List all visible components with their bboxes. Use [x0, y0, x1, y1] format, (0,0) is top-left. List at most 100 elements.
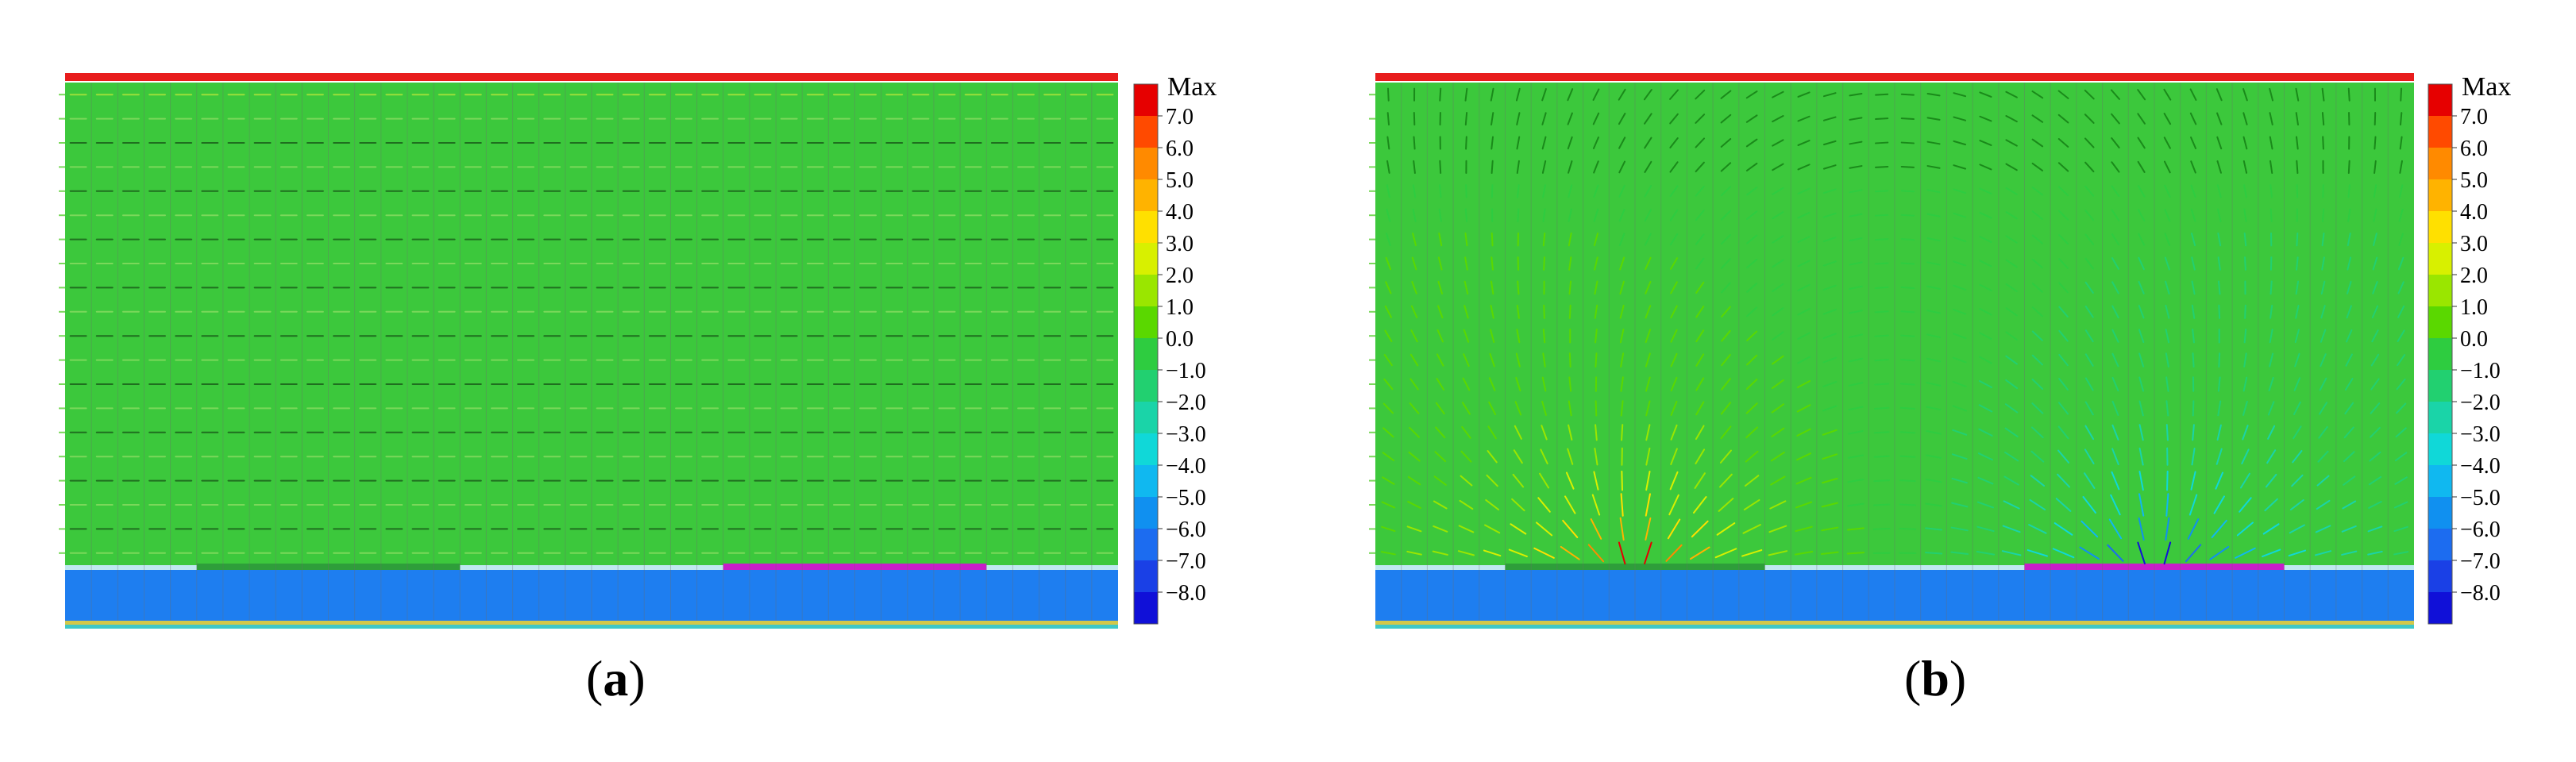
field-vector — [2188, 494, 2198, 516]
field-vector — [1900, 334, 1915, 337]
colorbar-band — [1134, 211, 1158, 244]
field-vector — [1463, 329, 1470, 343]
field-vector — [2082, 496, 2097, 514]
field-vector — [2343, 426, 2354, 439]
field-vector — [2344, 402, 2354, 415]
field-vector — [1386, 208, 1391, 222]
field-vector — [1822, 188, 1837, 194]
field-vector — [1745, 402, 1758, 414]
colorbar-frame — [2428, 83, 2453, 625]
field-vector — [1541, 136, 1547, 150]
field-vector — [1822, 477, 1838, 484]
field-vector — [2031, 378, 2044, 391]
field-vector — [2190, 208, 2196, 222]
substrate-region — [65, 570, 1118, 621]
field-vector — [2395, 427, 2407, 438]
field-vector — [2084, 257, 2094, 270]
field-vector — [2343, 451, 2355, 463]
field-vector — [2265, 473, 2277, 488]
field-vector — [2321, 232, 2325, 247]
field-vector — [2057, 186, 2069, 197]
field-vector — [2344, 378, 2354, 391]
field-vector — [2244, 256, 2246, 271]
colorbar-tick-label: −1.0 — [2460, 359, 2501, 383]
field-vector — [2111, 424, 2119, 441]
field-vector — [1772, 283, 1784, 292]
field-vector — [1745, 138, 1758, 148]
field-vector — [1541, 160, 1547, 174]
colorbar-band — [2428, 275, 2452, 307]
field-vector — [1745, 426, 1759, 439]
field-vector — [1795, 501, 1813, 509]
colorbar-band — [1134, 148, 1158, 180]
field-vector — [1926, 430, 1942, 435]
field-vector — [1694, 472, 1706, 489]
field-vector — [1849, 189, 1863, 194]
field-vector — [2320, 305, 2326, 319]
field-vector — [2242, 136, 2248, 150]
field-vector — [2242, 400, 2248, 416]
field-vector — [2111, 448, 2119, 465]
field-vector — [1435, 402, 1445, 415]
field-vector — [2347, 256, 2352, 271]
field-vector — [1847, 479, 1865, 483]
field-vector — [2217, 208, 2222, 222]
colorbar-tick-label: −7.0 — [2460, 549, 2501, 574]
field-vector — [2084, 89, 2095, 100]
field-vector — [2289, 498, 2304, 511]
field-vector — [1488, 377, 1496, 391]
field-vector — [1951, 477, 1968, 484]
field-vector — [2165, 400, 2169, 417]
field-vector — [1594, 280, 1598, 295]
field-vector — [2084, 377, 2094, 391]
field-vector — [1409, 402, 1420, 414]
field-vector — [1925, 502, 1942, 507]
field-vector — [1514, 401, 1522, 416]
field-vector — [1721, 353, 1731, 367]
field-vector — [1618, 88, 1626, 101]
field-vector — [1410, 329, 1418, 343]
field-vector — [2031, 90, 2044, 99]
field-vector — [2293, 377, 2301, 391]
field-vector — [1594, 447, 1598, 466]
field-vector — [1564, 495, 1576, 514]
field-vector — [1926, 213, 1941, 217]
field-vector — [1953, 284, 1967, 291]
field-vector — [1490, 112, 1494, 126]
field-vector — [2005, 115, 2018, 123]
field-vector — [1721, 378, 1731, 391]
field-vector — [1592, 88, 1600, 101]
field-vector — [2165, 329, 2170, 344]
field-vector — [1745, 187, 1758, 196]
field-vector — [2242, 425, 2249, 441]
colorbar-band — [1134, 560, 1158, 593]
field-vector — [1384, 305, 1392, 318]
field-vector — [1408, 451, 1421, 462]
field-vector — [2138, 447, 2144, 466]
field-vector — [1587, 544, 1605, 563]
field-vector — [1595, 424, 1598, 441]
field-vector — [1670, 257, 1679, 270]
field-vector — [1517, 280, 1520, 295]
field-vector — [2369, 451, 2381, 462]
field-vector — [1822, 92, 1837, 98]
field-vector — [2031, 234, 2043, 244]
field-vector — [1541, 112, 1547, 125]
field-vector — [1873, 406, 1890, 410]
field-vector — [1874, 383, 1890, 386]
field-vector — [1490, 329, 1495, 344]
field-vector — [1670, 424, 1678, 441]
field-vector — [2137, 113, 2146, 125]
field-vector — [2243, 208, 2247, 222]
field-vector — [1979, 211, 1992, 219]
field-vector — [2028, 524, 2047, 534]
field-vector — [2320, 280, 2326, 295]
field-vector — [2163, 88, 2172, 101]
field-vector — [2164, 233, 2171, 246]
field-vector — [1900, 238, 1915, 241]
field-vector — [1953, 260, 1967, 267]
field-vector — [1952, 405, 1967, 412]
field-vector — [2215, 448, 2223, 465]
field-vector — [2080, 520, 2099, 538]
field-vector — [1746, 210, 1758, 221]
